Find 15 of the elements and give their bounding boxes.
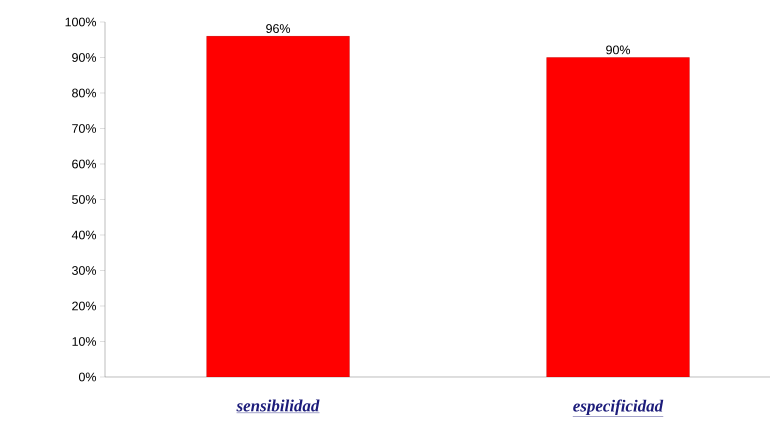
y-tick-label: 0% <box>78 372 96 382</box>
y-tick-label: 80% <box>72 88 96 98</box>
y-tick-label: 40% <box>72 230 96 240</box>
y-tick-label: 90% <box>72 53 96 62</box>
y-tick-label: 30% <box>72 266 96 275</box>
y-tick-label: 10% <box>72 337 96 346</box>
y-tick-label: 70% <box>72 124 96 133</box>
data-label: 96% <box>266 24 290 33</box>
x-tick-label: especificidad <box>573 400 664 416</box>
y-tick-label: 20% <box>72 302 96 310</box>
y-tick-label: 60% <box>72 160 96 168</box>
data-label: 90% <box>606 45 630 54</box>
y-tick-label: 50% <box>72 195 96 204</box>
x-tick-label: sensibilidad <box>236 400 320 412</box>
y-tick-label: 100% <box>66 18 96 26</box>
